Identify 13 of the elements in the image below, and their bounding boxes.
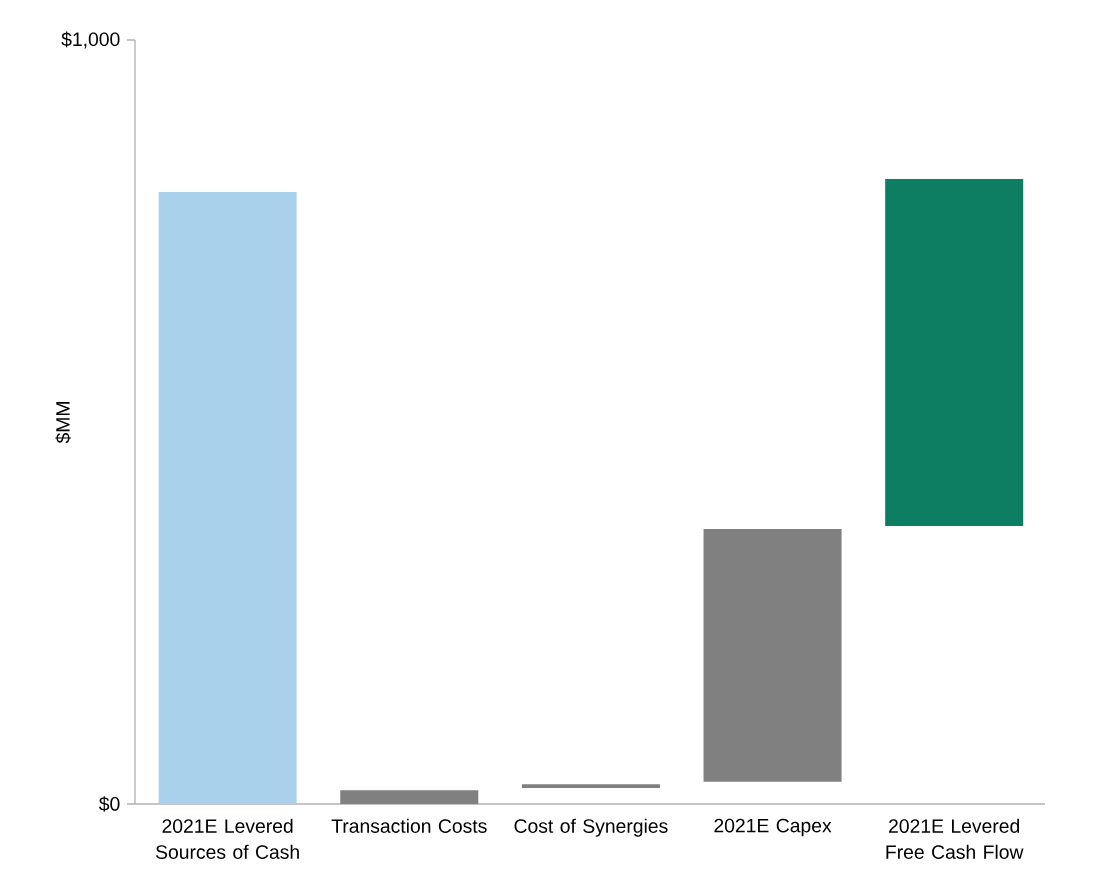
x-tick-label: 2021E Levered Sources of Cash xyxy=(155,818,299,859)
bar xyxy=(521,784,660,788)
y-tick-label: $1,000 xyxy=(61,31,120,49)
x-tick-label: Cost of Synergies xyxy=(514,818,668,837)
x-tick-label: 2021E Levered Free Cash Flow xyxy=(886,818,1024,859)
y-tick-label: $0 xyxy=(99,796,120,812)
bar xyxy=(158,192,297,804)
bar xyxy=(340,790,479,804)
bar xyxy=(885,179,1024,526)
y-axis-title: $MM xyxy=(55,402,71,444)
x-tick-label: Transaction Costs xyxy=(331,818,487,833)
x-tick-label: 2021E Capex xyxy=(714,818,832,837)
bar xyxy=(703,528,842,782)
